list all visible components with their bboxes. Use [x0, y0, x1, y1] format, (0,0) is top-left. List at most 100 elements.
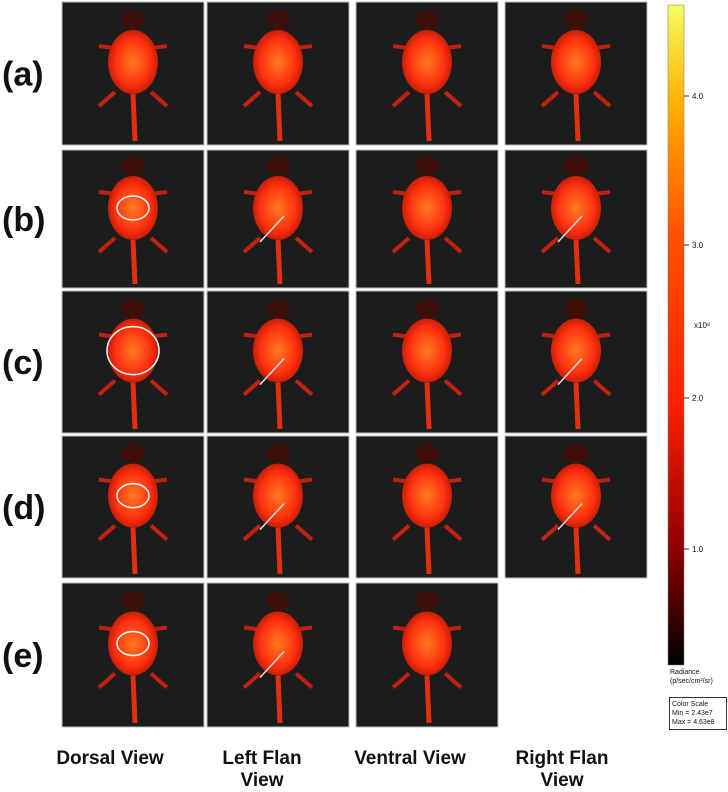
mouse-body: [253, 30, 303, 95]
mouse-tail: [275, 239, 283, 285]
mouse-body: [108, 463, 158, 528]
color-bar: [667, 4, 685, 666]
mouse-tail: [275, 527, 283, 575]
mouse-tail: [573, 527, 581, 575]
mouse-body: [402, 30, 452, 95]
mouse-leg: [294, 379, 314, 397]
mouse-leg: [540, 524, 560, 542]
scale-box: Color Scale Min = 2.43e7 Max = 4.63e8: [669, 697, 727, 730]
mouse-leg: [242, 90, 262, 108]
arrow: [259, 215, 285, 243]
mouse-leg: [242, 379, 262, 397]
mouse-body: [402, 463, 452, 528]
mouse-tail: [573, 239, 581, 285]
mouse-tail: [130, 675, 138, 724]
mouse-tail: [424, 93, 432, 142]
mouse-leg: [592, 524, 612, 542]
mouse-head: [266, 155, 290, 176]
mouse-head: [415, 298, 439, 319]
mouse-head: [564, 10, 588, 31]
mouse-body: [253, 318, 303, 383]
mouse-head: [564, 298, 588, 319]
mouse-tail: [573, 382, 581, 430]
mouse-body: [551, 175, 601, 240]
mouse-leg: [443, 236, 463, 254]
mouse-leg: [242, 524, 262, 542]
mouse-tail: [275, 382, 283, 430]
arrow: [557, 358, 583, 386]
mouse-head: [121, 443, 145, 464]
mouse-head: [564, 155, 588, 176]
row-label: (c): [2, 344, 44, 382]
mouse-leg: [242, 671, 262, 689]
mouse-leg: [97, 236, 117, 254]
mouse-head: [121, 155, 145, 176]
mouse-body: [551, 318, 601, 383]
mouse-head: [266, 443, 290, 464]
radiance-label: Radiance (p/sec/cm²/sr): [670, 668, 728, 686]
column-label: Right Flan View: [515, 748, 609, 791]
mouse-body: [108, 30, 158, 95]
mouse-leg: [540, 236, 560, 254]
mouse-leg: [294, 671, 314, 689]
mouse-tail: [275, 675, 283, 724]
mouse-body: [551, 463, 601, 528]
unit: (p/sec/cm²/sr): [670, 678, 713, 685]
mouse-leg: [149, 379, 169, 397]
mouse-body: [402, 611, 452, 676]
mouse-leg: [97, 671, 117, 689]
mouse-tail: [424, 527, 432, 575]
arrow: [259, 503, 285, 531]
mouse-leg: [391, 524, 411, 542]
mouse-head: [266, 591, 290, 612]
column-label: Dorsal View: [56, 748, 164, 769]
arrow: [259, 650, 285, 678]
mouse-tail: [130, 527, 138, 575]
mouse-head: [266, 298, 290, 319]
mouse-body: [402, 175, 452, 240]
mouse-body: [402, 318, 452, 383]
mouse-leg: [97, 524, 117, 542]
mouse-body: [253, 611, 303, 676]
scale-title: Color Scale: [672, 701, 709, 708]
mouse-leg: [592, 379, 612, 397]
mouse-tail: [424, 382, 432, 430]
row-label: (e): [2, 637, 44, 675]
arrow: [557, 503, 583, 531]
mouse-head: [415, 155, 439, 176]
roi-circle: [106, 325, 160, 376]
row-label: (b): [2, 201, 45, 239]
mouse-head: [415, 591, 439, 612]
mouse-tail: [424, 675, 432, 724]
mouse-leg: [97, 90, 117, 108]
mouse-head: [121, 298, 145, 319]
row-label: (d): [2, 489, 45, 527]
tick-label: 2.0: [692, 394, 704, 403]
mouse-tail: [573, 93, 581, 142]
mouse-leg: [149, 236, 169, 254]
row-label: (a): [2, 56, 44, 94]
mouse-tail: [130, 93, 138, 142]
mouse-body: [551, 30, 601, 95]
unit-label: Radiance: [670, 669, 700, 676]
mouse-tail: [130, 382, 138, 430]
mouse-head: [121, 591, 145, 612]
mouse-leg: [97, 379, 117, 397]
scale-max: Max = 4.63e8: [672, 719, 715, 726]
mouse-leg: [242, 236, 262, 254]
column-label: Ventral View: [354, 748, 466, 769]
mouse-leg: [294, 90, 314, 108]
mouse-tail: [275, 93, 283, 142]
mouse-body: [108, 611, 158, 676]
mouse-body: [108, 318, 158, 383]
mouse-head: [564, 443, 588, 464]
mouse-leg: [149, 524, 169, 542]
roi-circle: [116, 482, 150, 509]
mouse-leg: [149, 671, 169, 689]
mouse-head: [121, 10, 145, 31]
mouse-leg: [294, 236, 314, 254]
mouse-tail: [130, 239, 138, 285]
roi-circle: [116, 630, 150, 657]
